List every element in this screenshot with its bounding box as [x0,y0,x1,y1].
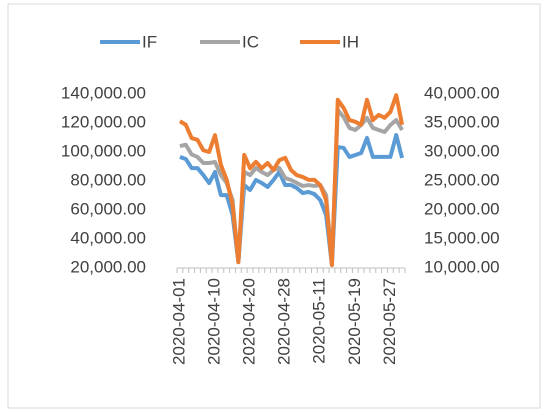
x-tick-label: 2020-05-11 [310,278,329,364]
y2-tick-label: 30,000.00 [424,141,500,160]
chart-frame [7,3,541,409]
legend-label: IF [142,32,157,51]
y-tick-label: 40,000.00 [70,228,146,247]
y-tick-label: 20,000.00 [70,257,146,276]
y2-tick-label: 10,000.00 [424,257,500,276]
y-tick-label: 120,000.00 [61,112,146,131]
y2-tick-label: 20,000.00 [424,199,500,218]
y2-tick-label: 40,000.00 [424,83,500,102]
x-tick-label: 2020-04-10 [204,278,223,365]
y-tick-label: 140,000.00 [61,83,146,102]
y-tick-label: 80,000.00 [70,170,146,189]
y2-tick-label: 35,000.00 [424,112,500,131]
line-series [178,93,405,268]
y-tick-label: 100,000.00 [61,141,146,160]
y2-tick-label: 15,000.00 [424,228,500,247]
x-tick-label: 2020-04-28 [275,278,294,365]
legend-label: IC [242,32,259,51]
x-tick-label: 2020-04-20 [240,278,259,365]
y2-tick-label: 25,000.00 [424,170,500,189]
x-tick-label: 2020-04-01 [169,278,188,365]
y-tick-label: 60,000.00 [70,199,146,218]
line-series [179,107,404,266]
line-series [179,133,405,267]
x-tick-label: 2020-05-27 [380,278,399,365]
x-tick-label: 2020-05-19 [345,278,364,365]
legend-label: IH [342,32,359,51]
